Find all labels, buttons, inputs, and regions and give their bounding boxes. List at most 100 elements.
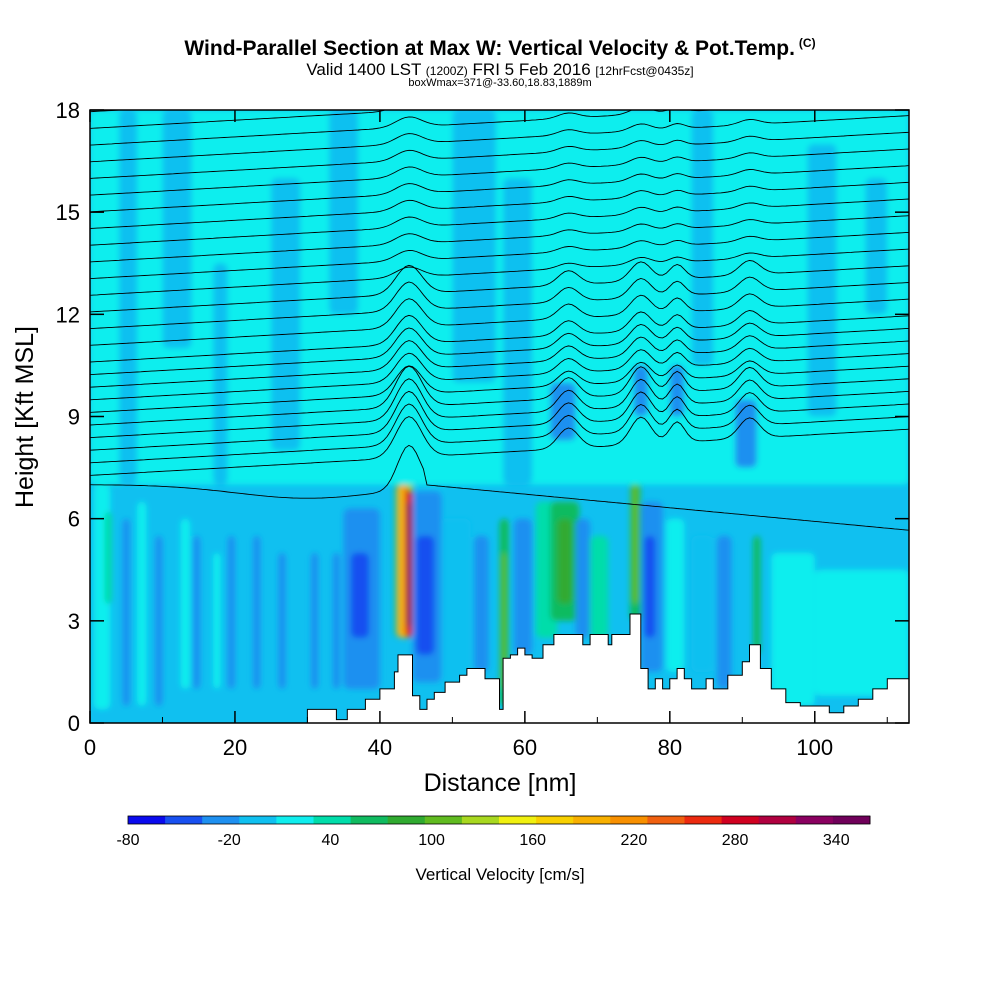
colorbar-swatch xyxy=(647,816,685,824)
colorbar-tick-label: 280 xyxy=(722,832,749,849)
x-tick-label: 60 xyxy=(513,735,537,760)
isentrope-line xyxy=(90,322,909,376)
velocity-cell xyxy=(350,552,370,638)
velocity-cell xyxy=(666,518,685,672)
colorbar-swatch xyxy=(424,816,463,824)
y-axis-label: Height [Kft MSL] xyxy=(11,326,39,508)
velocity-cell xyxy=(513,518,533,655)
y-tick-label: 9 xyxy=(68,405,80,430)
velocity-cell xyxy=(162,110,192,349)
velocity-cell xyxy=(137,501,147,706)
velocity-cell xyxy=(213,263,228,485)
colorbar-title: Vertical Velocity [cm/s] xyxy=(415,865,584,884)
isentrope-line xyxy=(90,347,909,401)
velocity-cell xyxy=(557,518,572,604)
colorbar-swatch xyxy=(795,816,834,824)
isentrope-line xyxy=(90,403,909,464)
terrain xyxy=(90,613,909,723)
colorbar-swatch xyxy=(610,816,648,824)
colorbar-swatch xyxy=(202,816,240,824)
velocity-cell xyxy=(227,535,235,689)
velocity-cell xyxy=(311,552,319,689)
chart-subtitle: Valid 1400 LST (1200Z) FRI 5 Feb 2016 [1… xyxy=(0,60,1000,80)
chart-title-text: Wind-Parallel Section at Max W: Vertical… xyxy=(184,37,795,60)
isentrope-line xyxy=(90,310,909,363)
velocity-cell xyxy=(104,511,112,604)
isentrope-line xyxy=(90,360,909,413)
colorbar-swatch xyxy=(721,816,760,824)
velocity-cell xyxy=(735,399,757,468)
velocity-cell xyxy=(332,552,341,689)
valid-time: Valid 1400 LST xyxy=(306,60,422,79)
isentrope-line xyxy=(90,416,909,476)
valid-zulu: (1200Z) xyxy=(425,64,468,78)
x-axis: 0 20 40 60 80 100 xyxy=(84,110,888,760)
velocity-cell xyxy=(452,110,496,383)
x-tick-label: 100 xyxy=(796,735,833,760)
colorbar-swatch xyxy=(684,816,723,824)
colorbar-swatch xyxy=(350,816,389,824)
velocity-cell xyxy=(771,552,815,706)
x-tick-label: 20 xyxy=(223,735,247,760)
colorbar-tick-label: -80 xyxy=(116,832,139,849)
isentrope-line xyxy=(90,115,909,163)
velocity-cell xyxy=(180,518,191,689)
colorbar-tick-label: 100 xyxy=(418,832,445,849)
colorbar-tick-label: 40 xyxy=(321,832,339,849)
colorbar-swatch xyxy=(276,816,314,824)
colorbar-swatch xyxy=(536,816,574,824)
colorbar-frame xyxy=(127,815,871,825)
colorbar-tick-label: -20 xyxy=(218,832,241,849)
chart-title: Wind-Parallel Section at Max W: Vertical… xyxy=(0,36,1000,61)
velocity-cell xyxy=(814,569,909,696)
velocity-cell xyxy=(213,552,221,689)
velocity-cell xyxy=(632,467,638,604)
velocity-cell xyxy=(691,535,714,672)
colorbar-swatch xyxy=(499,816,537,824)
isentrope-line xyxy=(90,148,909,196)
isentrope-line xyxy=(90,110,719,146)
velocity-cell xyxy=(406,501,411,628)
isentrope-line xyxy=(90,165,909,213)
velocity-cell xyxy=(644,535,656,638)
colorbar-swatch xyxy=(313,816,352,824)
velocity-cell xyxy=(753,535,761,655)
velocity-cell xyxy=(329,110,359,315)
y-tick-label: 0 xyxy=(68,711,80,736)
y-axis: 0 3 6 9 12 15 18 xyxy=(56,98,909,736)
isentrope-line xyxy=(90,248,909,296)
valid-date: FRI 5 Feb 2016 xyxy=(472,60,591,79)
isentrope-line xyxy=(90,390,909,451)
velocity-cell xyxy=(474,535,489,672)
colorbar-tick-label: 160 xyxy=(519,832,546,849)
colorbar-swatch xyxy=(573,816,611,824)
velocity-cell xyxy=(278,552,286,689)
x-tick-label: 0 xyxy=(84,735,96,760)
velocity-field xyxy=(90,110,909,710)
velocity-cell xyxy=(575,518,591,638)
colorbar-swatch xyxy=(461,816,500,824)
forecast-info: [12hrFcst@0435z] xyxy=(595,64,694,78)
isentrope-line xyxy=(90,131,909,179)
isentrope-line xyxy=(90,181,909,229)
colorbar-swatch xyxy=(387,816,426,824)
colorbar-swatch xyxy=(128,816,166,824)
isentrope-line xyxy=(90,365,909,426)
title-mark: (C) xyxy=(798,36,816,50)
colorbar-tick-label: 220 xyxy=(621,832,648,849)
velocity-cell xyxy=(90,110,909,485)
velocity-cell xyxy=(441,518,471,689)
velocity-cell xyxy=(590,535,609,638)
isentrope-line xyxy=(90,215,909,263)
velocity-cell xyxy=(501,552,507,689)
y-tick-label: 3 xyxy=(68,609,80,634)
isentrope-line xyxy=(90,110,387,129)
isentrope-line xyxy=(90,335,909,388)
colorbar-swatch xyxy=(239,816,277,824)
colorbar-swatch xyxy=(758,816,797,824)
velocity-cell xyxy=(416,535,435,655)
isentrope-line xyxy=(90,378,909,439)
isentrope-line xyxy=(90,231,909,280)
velocity-cell xyxy=(155,535,163,706)
